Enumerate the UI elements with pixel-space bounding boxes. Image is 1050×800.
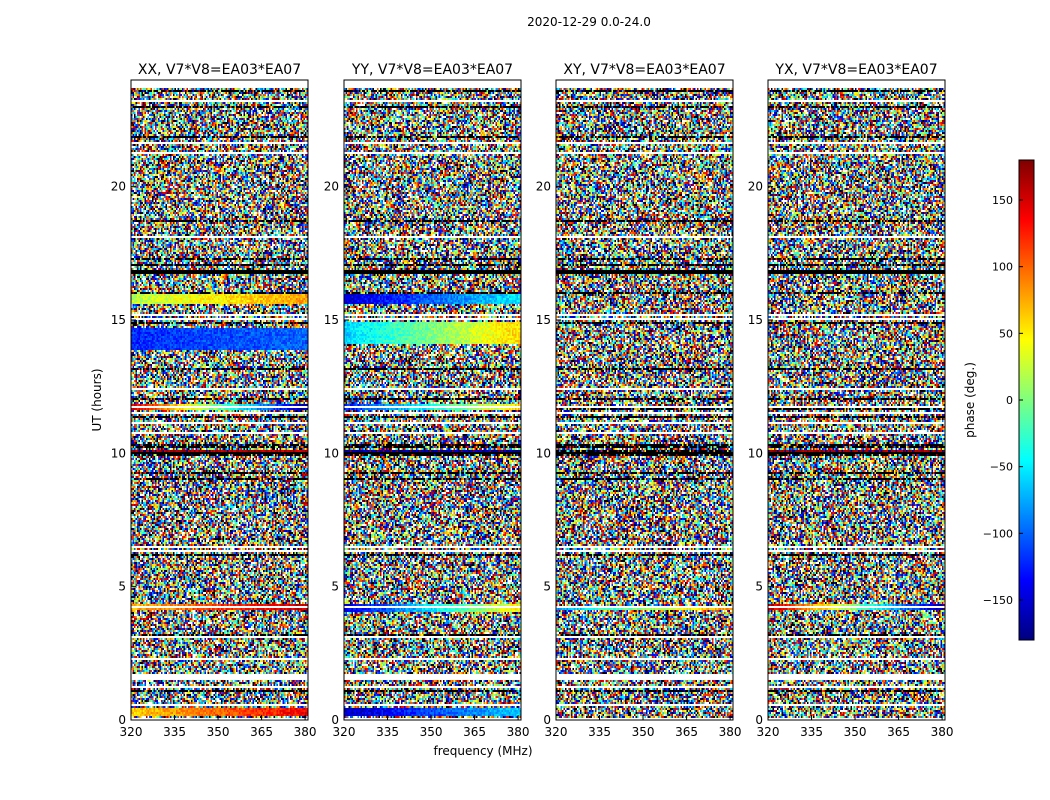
x-tick-label: 320	[757, 725, 780, 739]
y-tick-label: 20	[111, 180, 126, 194]
y-tick-label: 15	[748, 313, 763, 327]
x-tick-label: 365	[675, 725, 698, 739]
x-tick-label: 365	[887, 725, 910, 739]
colorbar: 150 100 50 0 −50 −100 −150 phase (deg.)	[963, 159, 1035, 641]
x-tick-label: 320	[545, 725, 568, 739]
panel-title: XY, V7*V8=EA03*EA07	[563, 62, 725, 78]
y-tick-label: 15	[111, 313, 126, 327]
x-tick-label: 335	[588, 725, 611, 739]
y-tick-label: 10	[536, 446, 551, 460]
panel-frame	[343, 79, 522, 721]
y-tick-label: 0	[118, 713, 126, 727]
x-tick-label: 350	[207, 725, 230, 739]
panel-3: XY, V7*V8=EA03*EA07 320 335 350 365 380 0 5 10 15…	[536, 62, 742, 739]
colorbar-tick-label: 50	[999, 327, 1013, 340]
x-tick-label: 350	[632, 725, 655, 739]
y-tick-label: 10	[111, 446, 126, 460]
heatmap-image	[344, 80, 521, 720]
x-tick-label: 350	[844, 725, 867, 739]
colorbar-tick-label: 0	[1006, 394, 1013, 407]
y-tick-label: 15	[324, 313, 339, 327]
y-tick-label: 20	[536, 180, 551, 194]
x-tick-label: 320	[120, 725, 143, 739]
y-tick-label: 10	[324, 446, 339, 460]
y-tick-label: 5	[118, 580, 126, 594]
colorbar-tick-label: −50	[990, 461, 1013, 474]
x-axis-label: frequency (MHz)	[433, 744, 532, 758]
x-tick-label: 350	[420, 725, 443, 739]
panel-title: YX, V7*V8=EA03*EA07	[774, 62, 937, 78]
heatmap-image	[131, 80, 308, 720]
x-tick-label: 380	[719, 725, 742, 739]
x-tick-label: 380	[294, 725, 317, 739]
colorbar-tick-label: −150	[983, 594, 1013, 607]
panel-2: YY, V7*V8=EA03*EA07 320 335 350 365 380 0 5 10 15…	[324, 62, 530, 739]
x-tick-label: 335	[376, 725, 399, 739]
x-tick-label: 380	[931, 725, 954, 739]
panel-1: XX, V7*V8=EA03*EA07 320 335 350 365 380 0 5 10 15…	[111, 62, 317, 739]
colorbar-tick-label: −100	[983, 527, 1013, 540]
y-tick-label: 5	[755, 580, 763, 594]
panel-title: XX, V7*V8=EA03*EA07	[138, 62, 301, 78]
y-tick-label: 5	[543, 580, 551, 594]
y-tick-label: 0	[755, 713, 763, 727]
panel-title: YY, V7*V8=EA03*EA07	[351, 62, 513, 78]
panel-frame	[767, 79, 946, 721]
panel-frame	[130, 79, 309, 721]
y-tick-label: 5	[331, 580, 339, 594]
heatmap-image	[768, 80, 945, 720]
y-tick-label: 10	[748, 446, 763, 460]
y-tick-label: 0	[543, 713, 551, 727]
figure-suptitle: 2020-12-29 0.0-24.0	[527, 15, 651, 29]
panels-group: XX, V7*V8=EA03*EA07 320 335 350 365 380 0 5 10 15…	[111, 62, 954, 739]
x-tick-label: 320	[333, 725, 356, 739]
y-tick-label: 0	[331, 713, 339, 727]
y-tick-label: 15	[536, 313, 551, 327]
x-tick-label: 365	[250, 725, 273, 739]
x-tick-label: 335	[163, 725, 186, 739]
panel-4: YX, V7*V8=EA03*EA07 320 335 350 365 380 0 5 10 15…	[748, 62, 954, 739]
colorbar-tick-label: 100	[992, 261, 1013, 274]
colorbar-label: phase (deg.)	[963, 362, 977, 438]
heatmap-image	[556, 80, 733, 720]
panel-frame	[555, 79, 734, 721]
colorbar-tick-label: 150	[992, 194, 1013, 207]
colorbar-ticks: 150 100 50 0 −50 −100 −150	[983, 194, 1023, 607]
y-axis-label: UT (hours)	[90, 368, 104, 431]
x-tick-label: 335	[800, 725, 823, 739]
x-tick-label: 365	[463, 725, 486, 739]
x-tick-label: 380	[507, 725, 530, 739]
y-tick-label: 20	[324, 180, 339, 194]
y-tick-label: 20	[748, 180, 763, 194]
